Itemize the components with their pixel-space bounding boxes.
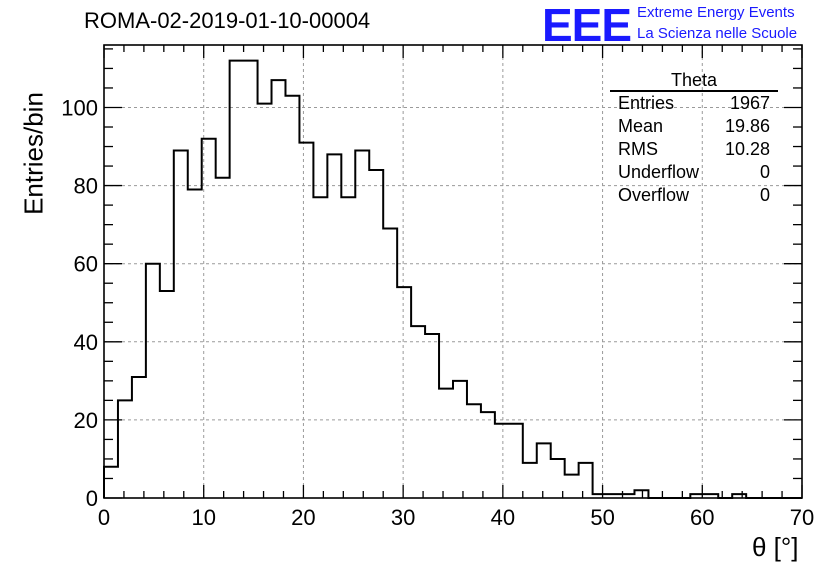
plot-frame [103, 44, 803, 499]
histogram-bin [188, 189, 202, 498]
y-tick-label: 0 [86, 486, 98, 511]
histogram-bin [579, 463, 593, 498]
histogram-bin [160, 291, 174, 498]
histogram-bin [104, 467, 118, 498]
y-tick-label: 80 [74, 174, 98, 199]
histogram-bin [537, 443, 551, 498]
eee-logo-line1: Extreme Energy Events [637, 4, 795, 21]
x-tick-label: 70 [790, 505, 814, 530]
x-tick-label: 20 [291, 505, 315, 530]
histogram-bin [299, 143, 313, 498]
stats-value: 10.28 [724, 139, 770, 159]
histogram-bin [425, 334, 439, 498]
histogram-bin [174, 150, 188, 498]
y-tick-label: 40 [74, 330, 98, 355]
x-tick-label: 30 [391, 505, 415, 530]
histogram-bin [383, 229, 397, 498]
histogram-bin [355, 150, 369, 498]
histogram-bin [244, 61, 258, 498]
y-tick-label: 20 [74, 408, 98, 433]
chart-title: ROMA-02-2019-01-10-00004 [84, 8, 371, 33]
histogram-bin [258, 104, 272, 498]
x-tick-label: 50 [590, 505, 614, 530]
stats-row-overflow: Overflow 0 [610, 184, 778, 207]
histogram-bin [272, 80, 286, 498]
stats-label: Mean [618, 116, 664, 136]
histogram-bin [453, 381, 467, 498]
histogram-bin [369, 170, 383, 498]
histogram-bin [495, 424, 509, 498]
stats-value: 0 [759, 185, 770, 205]
stats-label: RMS [618, 139, 658, 159]
stats-row-entries: Entries 1967 [610, 92, 778, 115]
y-tick-label: 60 [74, 252, 98, 277]
stats-row-mean: Mean 19.86 [610, 115, 778, 138]
histogram-bin [285, 96, 299, 498]
histogram-bin [230, 61, 244, 498]
histogram-bin [481, 412, 495, 498]
stats-label: Underflow [618, 162, 700, 182]
x-tick-label: 60 [690, 505, 714, 530]
histogram-bin [551, 459, 565, 498]
stats-row-rms: RMS 10.28 [610, 138, 778, 161]
stats-value: 0 [759, 162, 770, 182]
histogram-bin [132, 377, 146, 498]
histogram-bin [341, 197, 355, 498]
histogram-bin [523, 463, 537, 498]
histogram-bin [146, 264, 160, 498]
histogram-bin [634, 490, 648, 498]
histogram-bin [118, 400, 132, 498]
histogram-bin [439, 389, 453, 498]
histogram-bin [313, 197, 327, 498]
histogram-bin [467, 404, 481, 498]
stats-box: Theta Entries 1967 Mean 19.86 RMS 10.28 … [610, 70, 778, 207]
histogram-bin [327, 154, 341, 498]
histogram-bin [202, 139, 216, 498]
stats-title: Theta [610, 70, 778, 92]
x-axis-label: θ [°] [752, 532, 799, 562]
stats-label: Entries [618, 93, 675, 113]
y-axis-label: Entries/bin [18, 92, 49, 215]
eee-logo-line2: La Scienza nelle Scuole [637, 25, 798, 42]
x-tick-label: 10 [191, 505, 215, 530]
histogram-bin [411, 326, 425, 498]
y-tick-label: 100 [61, 95, 98, 120]
stats-value: 19.86 [724, 116, 770, 136]
stats-label: Overflow [618, 185, 690, 205]
eee-logo-mark: EEE [542, 0, 632, 51]
x-tick-label: 40 [491, 505, 515, 530]
stats-row-underflow: Underflow 0 [610, 161, 778, 184]
histogram-bin [565, 475, 579, 498]
histogram-bin [509, 424, 523, 498]
histogram-bin [397, 287, 411, 498]
histogram-bin [216, 178, 230, 498]
x-tick-label: 0 [98, 505, 110, 530]
stats-value: 1967 [729, 93, 770, 113]
